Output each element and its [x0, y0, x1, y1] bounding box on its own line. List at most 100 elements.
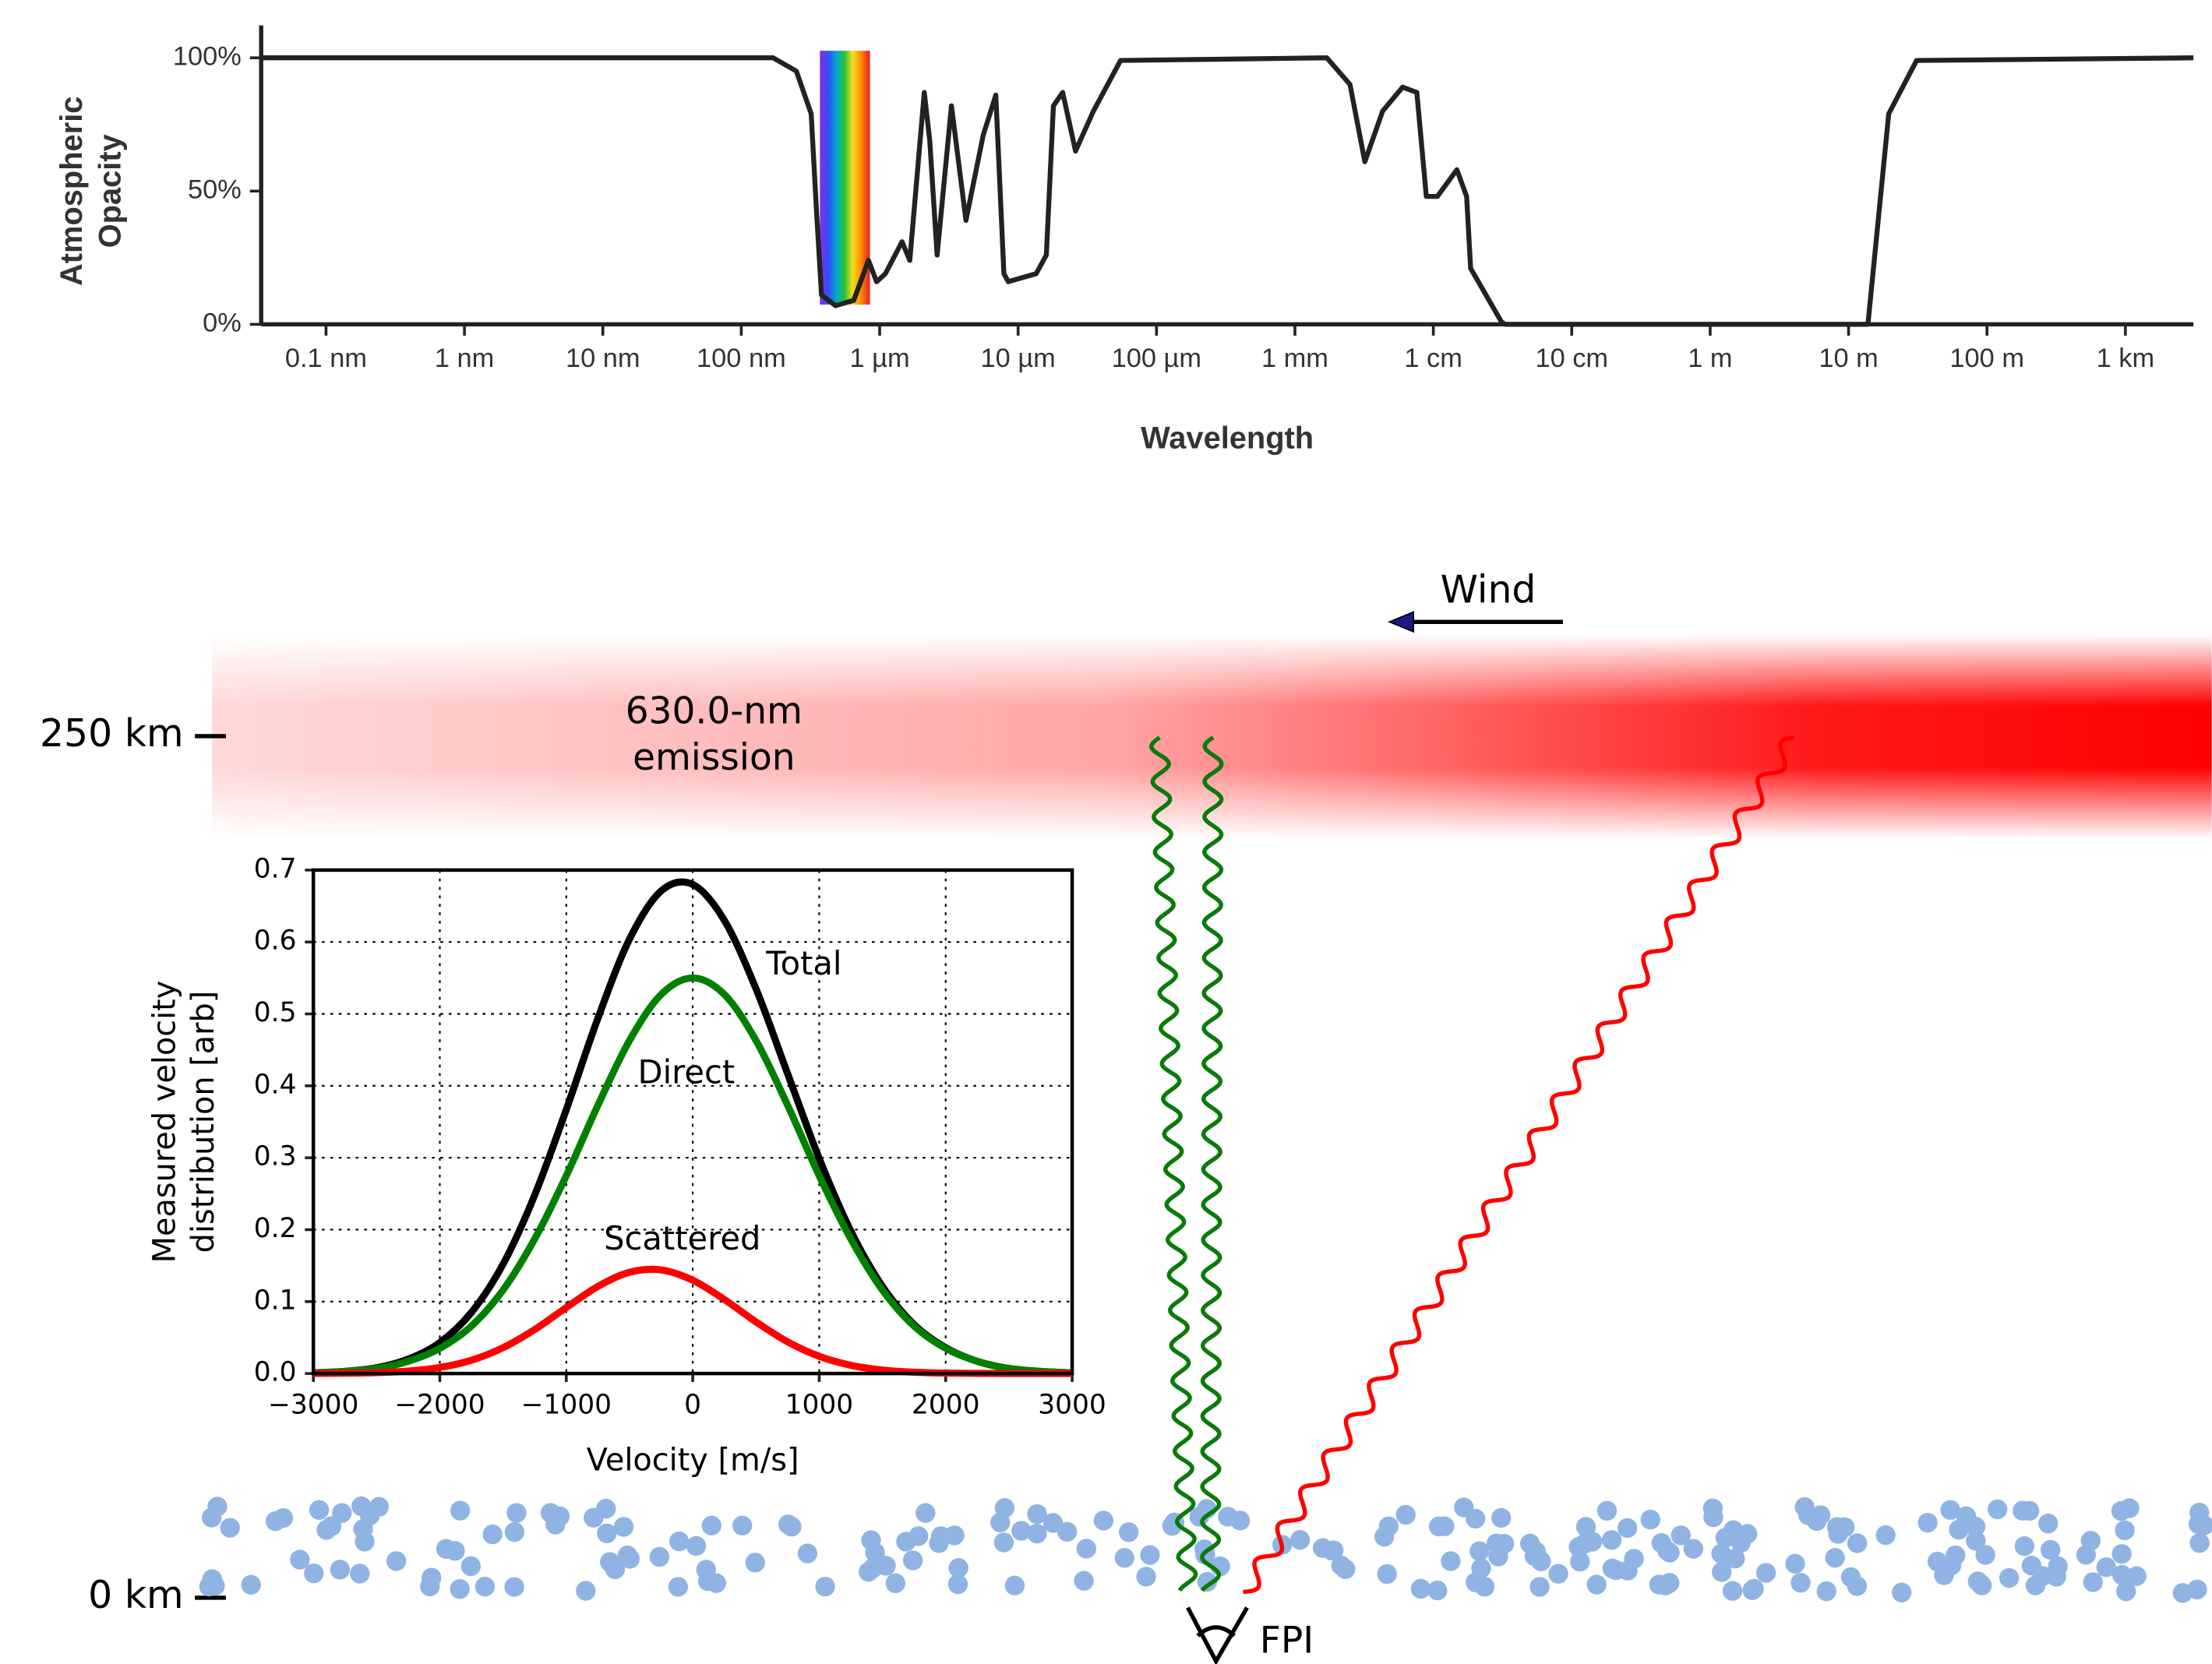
particle — [1074, 1571, 1094, 1591]
particle — [781, 1517, 802, 1537]
particle — [1618, 1518, 1638, 1539]
y-tick-label: 0.3 — [254, 1141, 297, 1172]
particle — [1441, 1551, 1461, 1571]
particle — [2115, 1520, 2135, 1541]
particle — [669, 1532, 690, 1552]
particle — [701, 1515, 721, 1535]
particle — [1825, 1547, 1845, 1568]
particle — [475, 1577, 496, 1597]
particle — [1454, 1497, 1474, 1518]
particle — [1847, 1533, 1868, 1553]
particle — [1790, 1573, 1811, 1593]
particle — [309, 1500, 330, 1520]
particle — [732, 1515, 753, 1535]
x-tick-label: −2000 — [394, 1389, 485, 1420]
particle — [1640, 1509, 1660, 1530]
particle — [596, 1498, 616, 1519]
particle — [619, 1549, 640, 1569]
x-tick-label: −3000 — [268, 1389, 358, 1420]
particle — [2111, 1564, 2133, 1585]
particle — [1892, 1582, 1912, 1602]
particle — [1806, 1511, 1827, 1532]
particle — [797, 1543, 818, 1564]
particle — [2013, 1500, 2033, 1521]
x-tick-label: 100 nm — [697, 344, 786, 373]
particle — [929, 1533, 949, 1553]
particle — [1917, 1512, 1938, 1533]
light-ray — [1200, 735, 1224, 1592]
particle — [1575, 1517, 1596, 1537]
opacity-chart: 0% 50% 100% 0.1 nm 1 nm 10 nm 100 nm 1 µm 10 µm 1… — [55, 25, 2194, 455]
particle — [1582, 1532, 1603, 1552]
particle — [1596, 1500, 1618, 1521]
particle — [1118, 1522, 1139, 1542]
particle — [706, 1573, 726, 1593]
x-tick-label: 100 m — [1949, 344, 2024, 373]
particle — [2014, 1535, 2034, 1556]
particle — [2040, 1539, 2061, 1560]
particle — [1657, 1540, 1678, 1561]
x-tick-label: 100 µm — [1112, 344, 1201, 373]
particle — [1529, 1577, 1550, 1597]
particle — [1312, 1538, 1333, 1558]
x-tick-label: 1 µm — [849, 344, 909, 373]
particle — [1093, 1511, 1114, 1531]
particle — [599, 1552, 620, 1572]
particle — [2188, 1514, 2209, 1534]
particle — [2048, 1556, 2068, 1577]
particle — [1491, 1507, 1512, 1528]
particle — [1486, 1533, 1507, 1553]
particle — [460, 1556, 482, 1577]
particle — [1027, 1523, 1047, 1544]
particle — [1840, 1567, 1861, 1588]
data-line — [261, 55, 2194, 327]
particle — [668, 1577, 689, 1597]
particle — [2116, 1581, 2136, 1602]
y-tick-label: 0.5 — [254, 997, 297, 1028]
y-tick-label: 0.2 — [254, 1213, 297, 1244]
particle — [1548, 1564, 1568, 1584]
particle — [1956, 1506, 1977, 1526]
particle — [2189, 1533, 2210, 1553]
neutral-particles — [199, 1496, 2212, 1603]
velocity-chart: 0.0 0.1 0.2 0.3 0.4 0.5 0.6 0.7 −3000 −2000 −1000 0… — [146, 853, 1106, 1478]
particle — [1570, 1551, 1590, 1572]
particle — [450, 1579, 470, 1599]
x-tick-label: −1000 — [521, 1389, 612, 1420]
y-tick-label: 0.6 — [254, 925, 297, 957]
wind-arrow-head — [1387, 611, 1415, 633]
wind-label: Wind — [1441, 567, 1536, 612]
particle — [369, 1497, 389, 1517]
y-tick-label: 50% — [188, 175, 242, 204]
x-axis-label: Wavelength — [1141, 421, 1314, 455]
particle — [1975, 1545, 1995, 1565]
data-line — [312, 974, 1073, 1377]
particle — [1988, 1499, 2008, 1520]
particle — [1378, 1516, 1399, 1536]
particle — [947, 1574, 968, 1595]
particle — [350, 1564, 370, 1584]
particle — [1434, 1516, 1455, 1536]
particle — [1289, 1530, 1311, 1550]
particle — [1941, 1555, 1962, 1576]
particle — [1586, 1574, 1607, 1595]
particle — [863, 1558, 883, 1579]
particle — [1471, 1558, 1491, 1578]
particle — [2172, 1583, 2193, 1603]
particle — [1715, 1528, 1736, 1548]
particle — [332, 1503, 352, 1523]
particle — [2083, 1572, 2103, 1592]
particle — [1606, 1560, 1626, 1581]
particle — [1136, 1567, 1156, 1587]
particle — [1999, 1567, 2020, 1588]
particle — [1011, 1521, 1032, 1541]
particle — [353, 1518, 373, 1539]
particle — [202, 1569, 223, 1589]
altitude-label: 250 km — [40, 711, 184, 756]
particle — [993, 1532, 1014, 1553]
particle — [1377, 1564, 1397, 1585]
particle — [1828, 1524, 1848, 1544]
visible-band — [820, 51, 870, 305]
particle — [241, 1574, 261, 1595]
